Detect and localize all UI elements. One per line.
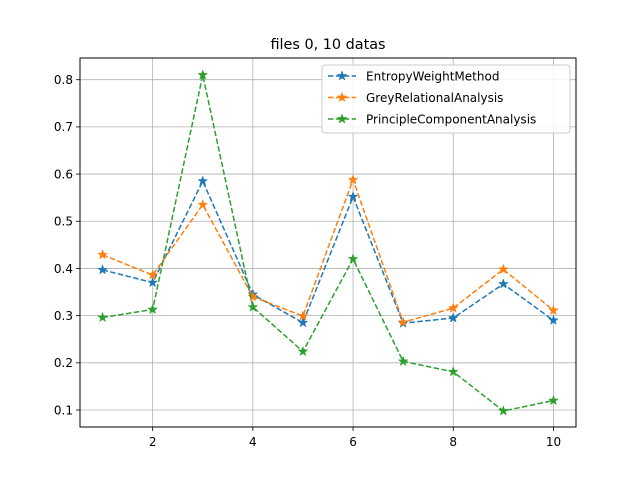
series-layer: [97, 69, 559, 416]
legend-box: [321, 64, 571, 134]
legend-marker: [336, 70, 348, 81]
data-point: [497, 263, 509, 275]
plot-frame: [79, 57, 577, 428]
y-tick-label: 0.1: [54, 403, 73, 417]
series-line: [102, 74, 554, 412]
data-point: [247, 301, 259, 312]
data-point: [297, 310, 309, 321]
y-axis: 0.1 0.2 0.3 0.4 0.5 0.6 0.7 0.8: [54, 73, 80, 417]
legend-marker: [336, 113, 348, 124]
legend-label: EntropyWeightMethod: [366, 69, 499, 83]
x-tick-label: 6: [349, 435, 357, 449]
data-point: [547, 394, 559, 406]
y-tick-label: 0.8: [54, 73, 73, 87]
chart-title: files 0, 10 datas: [270, 37, 385, 53]
legend-entry: EntropyWeightMethod: [328, 69, 499, 83]
y-tick-label: 0.2: [54, 356, 73, 370]
data-point: [147, 269, 159, 280]
legend-marker: [336, 91, 348, 103]
data-point: [197, 198, 209, 210]
data-point: [397, 355, 409, 367]
y-tick-label: 0.3: [54, 309, 73, 323]
data-point: [547, 314, 559, 326]
data-point: [347, 173, 359, 185]
legend: EntropyWeightMethod GreyRelationalAnalysi…: [321, 64, 571, 134]
data-point: [447, 302, 459, 313]
data-point: [147, 276, 159, 288]
legend-label: PrincipleComponentAnalysis: [366, 112, 536, 126]
data-point: [447, 366, 459, 377]
x-tick-label: 8: [449, 435, 457, 449]
series-3: [97, 69, 559, 416]
data-point: [497, 405, 509, 416]
data-point: [197, 69, 209, 80]
data-point: [447, 312, 459, 323]
legend-entry: PrincipleComponentAnalysis: [328, 112, 536, 126]
legend-entry: GreyRelationalAnalysis: [328, 91, 503, 105]
y-tick-label: 0.7: [54, 120, 73, 134]
data-point: [497, 278, 509, 289]
x-tick-label: 2: [149, 435, 157, 449]
data-point: [297, 345, 309, 357]
series-2: [97, 173, 559, 327]
y-tick-label: 0.5: [54, 215, 73, 229]
y-tick-label: 0.4: [54, 262, 73, 276]
data-point: [247, 290, 259, 302]
data-point: [347, 253, 359, 264]
data-point: [397, 316, 409, 327]
series-line: [102, 177, 554, 324]
data-point: [547, 304, 559, 316]
x-tick-label: 4: [249, 435, 257, 449]
y-tick-label: 0.6: [54, 167, 73, 181]
legend-label: GreyRelationalAnalysis: [366, 91, 503, 105]
series-line: [102, 179, 554, 324]
data-point: [97, 264, 109, 275]
data-point: [197, 175, 209, 186]
data-point: [347, 190, 359, 202]
x-tick-label: 10: [546, 435, 561, 449]
data-point: [97, 311, 109, 323]
data-point: [147, 303, 159, 315]
x-axis: 2 4 6 8 10: [149, 427, 561, 449]
data-point: [297, 316, 309, 328]
data-point: [97, 249, 109, 260]
